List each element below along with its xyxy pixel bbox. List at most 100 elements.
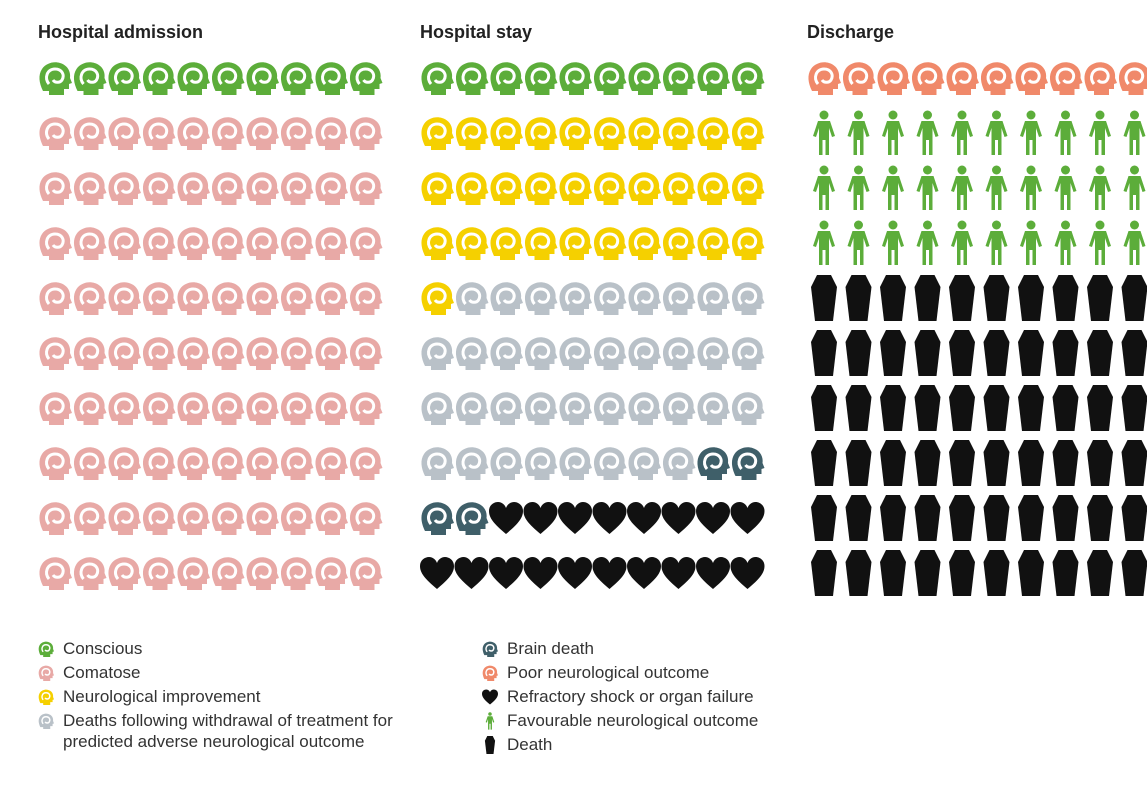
icon-head <box>523 281 558 315</box>
icon-head <box>627 336 661 370</box>
icon-coffin <box>880 275 906 321</box>
legend-label: Death <box>507 735 553 754</box>
icon-head <box>696 61 730 95</box>
icon-head <box>661 226 696 260</box>
icon-person <box>1123 220 1146 265</box>
legend-label: Refractory shock or organ failure <box>507 687 754 706</box>
icon-heart <box>730 502 765 534</box>
icon-coffin <box>949 330 975 376</box>
icon-head <box>592 336 627 370</box>
icon-head <box>314 336 348 370</box>
icon-head <box>38 61 72 95</box>
icon-coffin <box>983 385 1010 431</box>
icon-head <box>696 391 730 425</box>
icon-head <box>279 226 314 260</box>
icon-coffin <box>1121 440 1147 486</box>
legend-icon <box>38 688 54 706</box>
icon-head <box>107 446 141 480</box>
icon-coffin <box>914 275 941 321</box>
icon-head <box>245 336 279 370</box>
icon-coffin <box>914 330 941 376</box>
icon-heart <box>661 557 696 589</box>
legend-label: Deaths following withdrawal of treatment… <box>63 711 393 751</box>
icon-head <box>314 226 348 260</box>
icon-coffin <box>845 275 872 321</box>
legend-icon <box>485 712 495 730</box>
icon-coffin <box>1121 495 1147 541</box>
icon-head <box>454 391 489 425</box>
icon-heart <box>627 502 661 534</box>
icon-coffin <box>880 495 906 541</box>
icon-head <box>107 116 141 150</box>
icon-head <box>314 391 348 425</box>
icon-head <box>420 61 454 95</box>
icon-heart <box>489 502 523 534</box>
icon-head <box>38 336 72 370</box>
icon-head <box>176 281 210 315</box>
icon-head <box>107 556 141 590</box>
icon-head <box>420 226 454 260</box>
icon-head <box>210 171 245 205</box>
icon-coffin <box>949 440 975 486</box>
icon-coffin <box>1052 275 1079 321</box>
icon-head <box>730 336 765 370</box>
icon-head <box>661 61 696 95</box>
legend-item: Death <box>482 734 902 755</box>
icon-head <box>107 391 141 425</box>
legend-icon <box>482 689 498 705</box>
icon-head <box>454 171 489 205</box>
icon-coffin <box>1018 275 1044 321</box>
icon-head <box>730 281 765 315</box>
icon-head <box>210 61 245 95</box>
icon-coffin <box>1087 330 1113 376</box>
icon-head <box>558 171 592 205</box>
icon-head <box>141 391 176 425</box>
icon-head <box>489 116 523 150</box>
icon-head <box>314 281 348 315</box>
icon-head <box>72 61 107 95</box>
icon-heart <box>592 557 627 589</box>
icon-head <box>245 281 279 315</box>
icon-coffin <box>914 550 941 596</box>
legend-swatch <box>38 664 54 682</box>
icon-person <box>813 110 835 155</box>
icon-head <box>245 226 279 260</box>
icon-head <box>176 446 210 480</box>
icon-coffin <box>1087 275 1113 321</box>
legend-label: Neurological improvement <box>63 687 261 706</box>
icon-head <box>420 171 454 205</box>
icon-head <box>420 116 454 150</box>
icon-coffin <box>880 330 906 376</box>
legend: Brain death Poor neurological outcome Refr… <box>482 638 902 758</box>
icon-head <box>558 226 592 260</box>
icon-head <box>107 226 141 260</box>
icon-head <box>696 281 730 315</box>
icon-head <box>72 171 107 205</box>
icon-head <box>910 61 945 95</box>
icon-coffin <box>1121 385 1147 431</box>
icon-person <box>916 220 939 265</box>
icon-head <box>730 446 765 480</box>
icon-coffin <box>880 440 906 486</box>
icon-head <box>210 556 245 590</box>
icon-head <box>592 446 627 480</box>
icon-coffin <box>880 550 906 596</box>
icon-head <box>107 336 141 370</box>
icon-head <box>348 226 383 260</box>
legend-item: Poor neurological outcome <box>482 662 902 683</box>
icon-head <box>141 116 176 150</box>
icon-head <box>523 116 558 150</box>
icon-head <box>72 446 107 480</box>
legend-icon <box>482 640 498 658</box>
icon-coffin <box>1087 440 1113 486</box>
icon-head <box>314 556 348 590</box>
icon-head <box>176 171 210 205</box>
icon-head <box>314 501 348 535</box>
icon-coffin <box>949 275 975 321</box>
icon-heart <box>489 557 523 589</box>
icon-head <box>176 556 210 590</box>
icon-head <box>523 446 558 480</box>
icon-person <box>1089 220 1111 265</box>
icon-heart <box>730 557 765 589</box>
icon-heart <box>558 502 592 534</box>
